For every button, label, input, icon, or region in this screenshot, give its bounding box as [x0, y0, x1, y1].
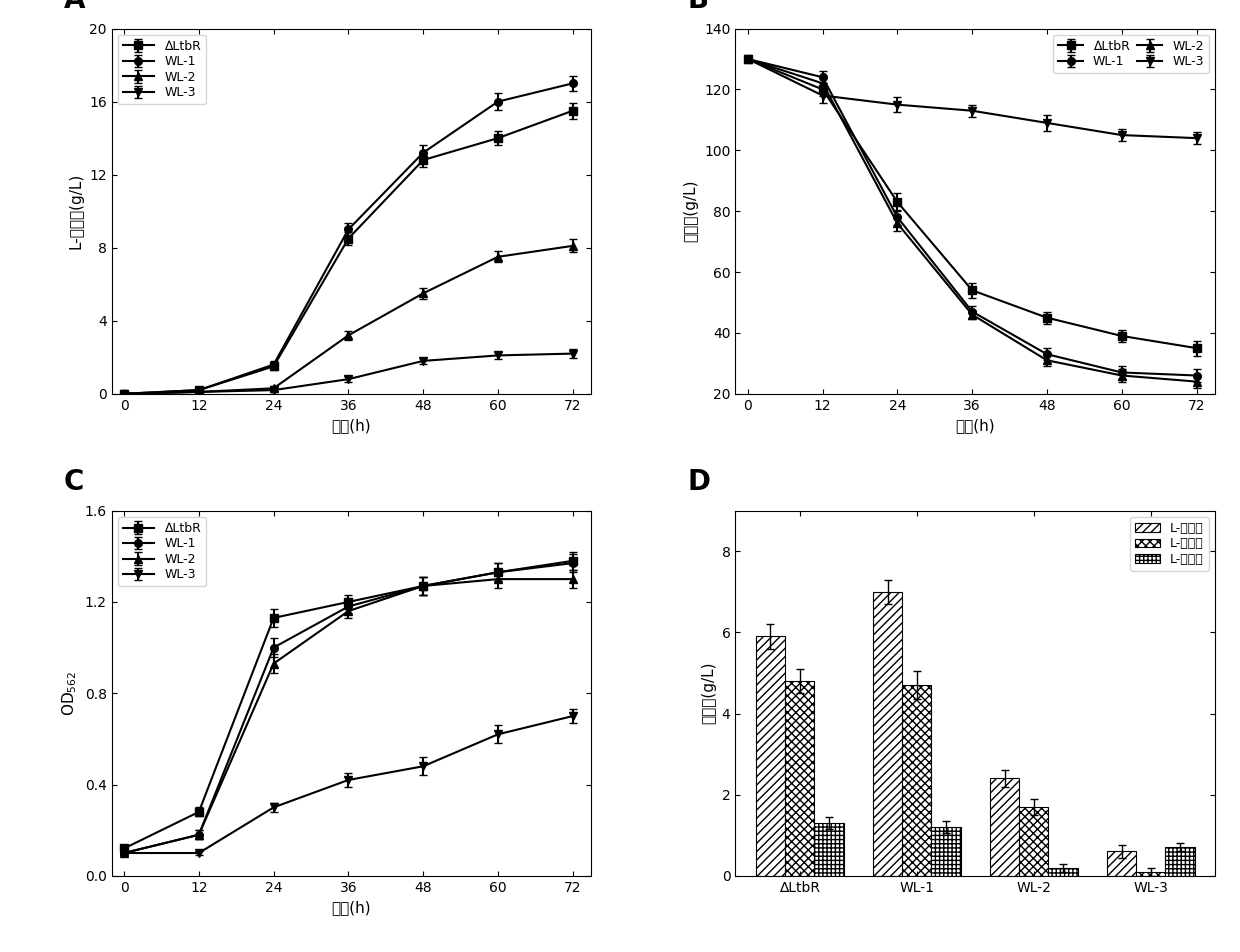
Bar — [1136, 872, 1166, 876]
Y-axis label: 葡萄糖(g/L): 葡萄糖(g/L) — [683, 180, 698, 243]
Text: C: C — [63, 468, 84, 496]
Bar — [931, 827, 961, 876]
Bar — [756, 637, 785, 876]
Text: B: B — [687, 0, 708, 14]
Y-axis label: OD$_{562}$: OD$_{562}$ — [61, 670, 79, 716]
X-axis label: 时间(h): 时间(h) — [332, 901, 371, 915]
Legend: ∆LtbR, WL-1, WL-2, WL-3: ∆LtbR, WL-1, WL-2, WL-3 — [1053, 35, 1209, 73]
Bar — [1166, 847, 1194, 876]
Bar — [1049, 867, 1078, 876]
Y-axis label: 副产物(g/L): 副产物(g/L) — [701, 662, 715, 724]
Bar — [903, 685, 931, 876]
Bar — [785, 681, 815, 876]
Bar — [1019, 807, 1049, 876]
Bar — [873, 592, 903, 876]
Text: D: D — [687, 468, 711, 496]
Y-axis label: L-亮氨酸(g/L): L-亮氨酸(g/L) — [68, 173, 83, 249]
Text: A: A — [63, 0, 86, 14]
Bar — [990, 779, 1019, 876]
Bar — [1107, 851, 1136, 876]
Legend: L-缬氨酸, L-丙氨酸, L-谷氨酸: L-缬氨酸, L-丙氨酸, L-谷氨酸 — [1130, 517, 1209, 571]
Legend: ∆LtbR, WL-1, WL-2, WL-3: ∆LtbR, WL-1, WL-2, WL-3 — [118, 517, 206, 586]
X-axis label: 时间(h): 时间(h) — [956, 418, 994, 433]
X-axis label: 时间(h): 时间(h) — [332, 418, 371, 433]
Bar — [815, 823, 843, 876]
Legend: ∆LtbR, WL-1, WL-2, WL-3: ∆LtbR, WL-1, WL-2, WL-3 — [118, 35, 206, 105]
